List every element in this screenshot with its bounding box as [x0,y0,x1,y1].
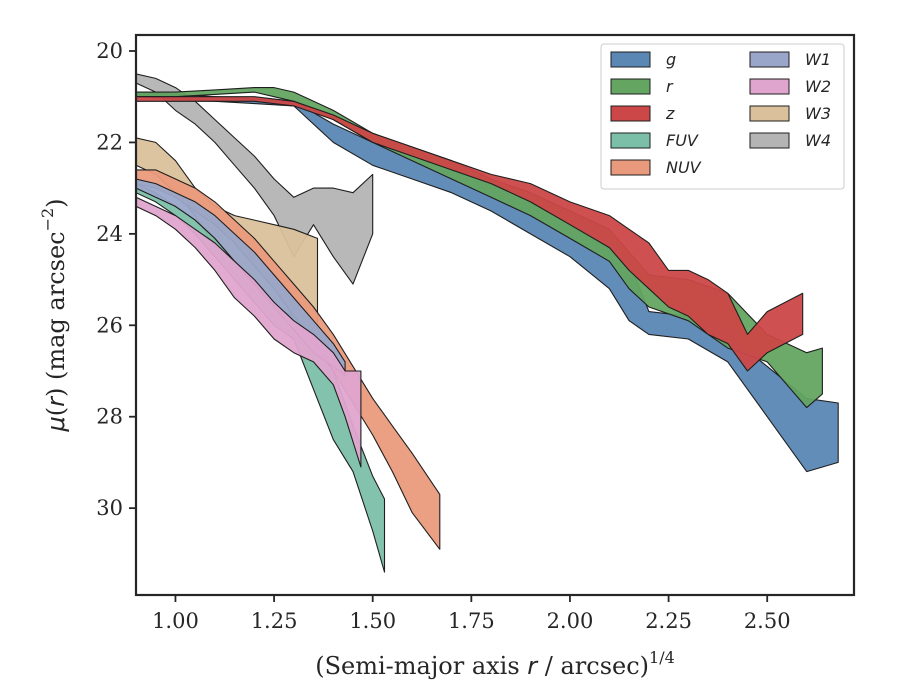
x-tick-label: 2.00 [547,609,594,633]
legend-label-r: r [666,77,674,96]
legend-swatch-fuv [610,132,651,149]
y-tick-label: 30 [96,496,123,520]
legend-label-w1: W1 [805,50,831,69]
legend-swatch-r [610,78,651,95]
x-axis-ticks: 1.00 1.25 1.50 1.75 2.00 2.25 2.50 [152,595,791,633]
y-axis-ticks: 20 22 24 26 28 30 [96,39,136,520]
x-tick-label: 1.75 [448,609,495,633]
legend-label-z: z [665,104,675,123]
legend-swatch-z [610,105,651,122]
legend-swatch-w2 [749,78,790,95]
legend-label-fuv: FUV [666,131,699,150]
y-tick-label: 22 [96,130,123,154]
x-tick-label: 1.00 [152,609,199,633]
band-areas [136,73,839,573]
legend-swatch-w4 [749,132,790,149]
legend-label-nuv: NUV [666,158,702,177]
y-tick-label: 28 [96,405,123,429]
legend-label-w2: W2 [805,77,831,96]
legend-label-g: g [666,50,676,69]
x-tick-label: 2.50 [744,609,791,633]
band-area-z [136,96,804,372]
legend-label-w3: W3 [805,104,831,123]
y-tick-label: 24 [96,222,123,246]
band-area-w2 [136,196,362,468]
x-tick-label: 1.25 [251,609,298,633]
legend-swatch-w1 [749,51,790,68]
band-area-w4 [136,73,374,285]
y-tick-label: 20 [96,39,123,63]
x-axis-label: (Semi-major axis r / arcsec)1/4 [315,648,675,680]
y-tick-label: 26 [96,313,123,337]
plot-frame [134,33,856,597]
y-axis-label: μ(r) (mag arcsec−2) [38,198,70,432]
x-tick-label: 2.25 [645,609,692,633]
legend-swatch-g [610,51,651,68]
legend-label-w4: W4 [805,131,831,150]
legend-swatch-nuv [610,159,651,176]
legend: grz FUV NUV W1 W2 W3 W4 [600,43,845,190]
legend-swatch-w3 [749,105,790,122]
x-tick-label: 1.50 [349,609,396,633]
